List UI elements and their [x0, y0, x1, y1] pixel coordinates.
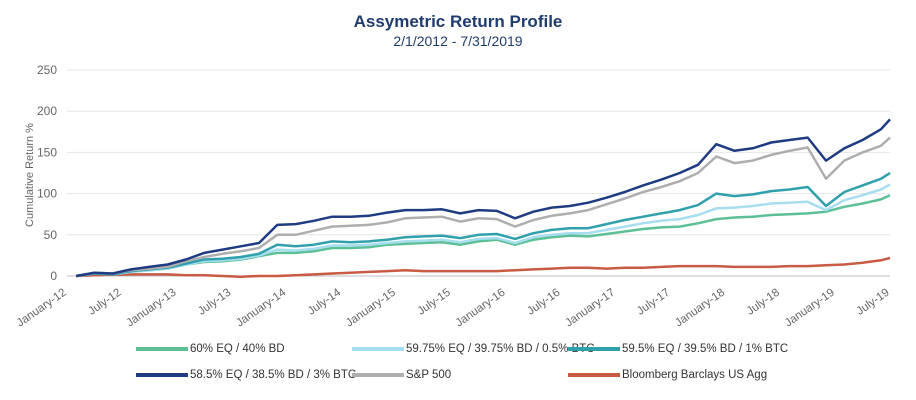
x-tick-label: July-19 — [854, 287, 891, 318]
x-tick-label: January-17 — [563, 287, 617, 330]
y-tick-label: 0 — [50, 269, 57, 283]
series-line-1 — [75, 183, 891, 278]
y-tick-label: 150 — [37, 145, 57, 159]
x-tick-label: July-12 — [86, 287, 123, 318]
x-tick-label: January-14 — [234, 286, 289, 329]
legend-label: 58.5% EQ / 38.5% BD / 3% BTC — [190, 369, 357, 381]
y-tick-label: 200 — [37, 104, 57, 118]
legend-swatch — [352, 373, 404, 377]
chart-title: Assymetric Return Profile — [353, 12, 563, 31]
x-tick-label: January-12 — [15, 287, 69, 330]
legend-item: 60% EQ / 40% BD — [136, 343, 285, 355]
x-tick-label: January-18 — [673, 287, 727, 330]
x-tick-label: July-17 — [635, 287, 672, 318]
x-tick-label: July-13 — [196, 287, 233, 318]
series-line-5 — [76, 256, 891, 279]
legend-label: Bloomberg Barclays US Agg — [622, 369, 768, 381]
series-line-3 — [75, 118, 891, 278]
series-line-4 — [75, 136, 891, 278]
series-line-2 — [75, 171, 891, 278]
legend-item: S&P 500 — [352, 369, 451, 381]
legend-label: 59.75% EQ / 39.75% BD / 0.5% BTC — [406, 343, 595, 355]
x-tick-label: January-15 — [344, 287, 398, 330]
legend-item: 59.5% EQ / 39.5% BD / 1% BTC — [568, 343, 788, 355]
x-axis: January-12 July-12 January-13 July-13 Januar… — [15, 286, 892, 329]
legend-item: Bloomberg Barclays US Agg — [568, 369, 767, 381]
y-tick-label: 50 — [44, 228, 58, 242]
chart-subtitle: 2/1/2012 - 7/31/2019 — [393, 33, 523, 49]
y-tick-label: 250 — [37, 63, 57, 77]
legend-swatch — [568, 347, 620, 351]
x-tick-label: July-14 — [306, 286, 344, 317]
x-tick-label: January-16 — [454, 287, 508, 330]
legend-item: 58.5% EQ / 38.5% BD / 3% BTC — [136, 369, 356, 381]
x-tick-label: January-19 — [783, 287, 837, 330]
legend-label: 59.5% EQ / 39.5% BD / 1% BTC — [622, 343, 789, 355]
series-lines — [75, 118, 891, 279]
x-tick-label: July-18 — [745, 287, 782, 318]
y-axis: 0 50 100 150 200 250 — [37, 63, 57, 283]
legend-label: S&P 500 — [406, 369, 452, 381]
x-tick-label: July-16 — [525, 287, 562, 318]
y-tick-label: 100 — [37, 187, 57, 201]
legend-swatch — [568, 373, 620, 377]
legend-label: 60% EQ / 40% BD — [190, 343, 285, 355]
legend-item: 59.75% EQ / 39.75% BD / 0.5% BTC — [352, 343, 595, 355]
x-tick-label: July-15 — [416, 287, 453, 318]
gridlines — [67, 69, 890, 277]
legend-swatch — [136, 373, 188, 377]
x-tick-label: January-13 — [124, 287, 178, 330]
legend-swatch — [136, 347, 188, 351]
legend-swatch — [352, 347, 404, 351]
y-axis-label: Cumulative Return % — [24, 123, 36, 227]
